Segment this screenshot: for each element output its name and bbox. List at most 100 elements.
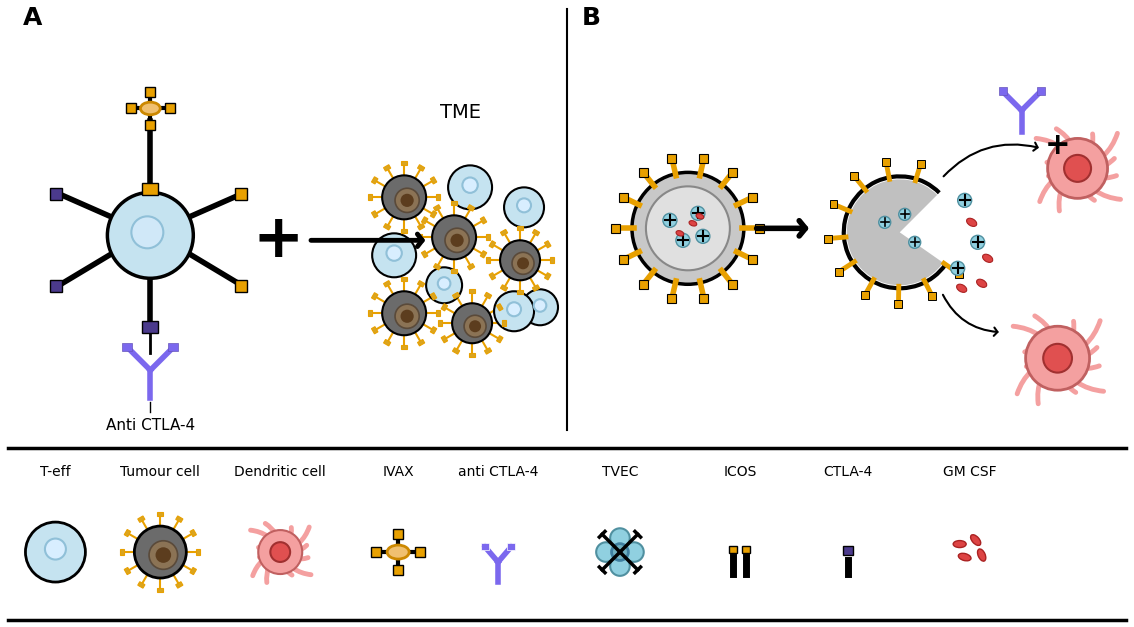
Circle shape — [108, 192, 193, 278]
Circle shape — [400, 194, 414, 207]
Text: Dendritic cell: Dendritic cell — [235, 465, 327, 479]
Circle shape — [463, 177, 477, 193]
Circle shape — [596, 542, 616, 562]
Text: TVEC: TVEC — [602, 465, 638, 479]
Polygon shape — [433, 263, 441, 270]
Circle shape — [452, 303, 492, 343]
Bar — [415, 547, 425, 557]
Polygon shape — [369, 194, 372, 201]
Bar — [638, 280, 648, 289]
Polygon shape — [484, 348, 492, 354]
Bar — [143, 183, 159, 196]
Polygon shape — [401, 161, 407, 166]
Ellipse shape — [387, 545, 409, 559]
Circle shape — [534, 299, 547, 312]
Circle shape — [500, 240, 540, 280]
Text: Tumour cell: Tumour cell — [120, 465, 201, 479]
Polygon shape — [484, 292, 492, 299]
Circle shape — [1064, 155, 1091, 182]
Polygon shape — [137, 582, 145, 588]
Text: TME: TME — [440, 103, 481, 122]
Circle shape — [908, 236, 921, 248]
Ellipse shape — [971, 535, 981, 545]
Circle shape — [448, 166, 492, 209]
Polygon shape — [437, 194, 440, 201]
Ellipse shape — [954, 540, 966, 547]
Polygon shape — [533, 285, 540, 291]
Ellipse shape — [976, 279, 987, 287]
Bar — [235, 280, 247, 292]
Polygon shape — [125, 567, 130, 574]
Ellipse shape — [958, 553, 971, 561]
Circle shape — [950, 261, 965, 275]
Bar — [999, 87, 1007, 95]
Ellipse shape — [957, 284, 967, 292]
Polygon shape — [369, 310, 372, 316]
Polygon shape — [452, 292, 459, 299]
Ellipse shape — [982, 254, 992, 262]
Circle shape — [450, 234, 464, 247]
Bar — [748, 192, 758, 202]
Polygon shape — [383, 165, 391, 171]
Circle shape — [134, 526, 186, 578]
Ellipse shape — [696, 214, 704, 219]
Bar — [145, 87, 155, 97]
Circle shape — [632, 172, 744, 284]
Text: ICOS: ICOS — [723, 465, 756, 479]
Polygon shape — [383, 281, 391, 287]
Bar — [618, 255, 627, 264]
Circle shape — [958, 193, 972, 208]
Polygon shape — [500, 229, 508, 236]
Bar — [481, 543, 489, 550]
Circle shape — [45, 539, 66, 559]
Polygon shape — [196, 549, 201, 555]
Bar — [700, 154, 709, 162]
Circle shape — [507, 302, 521, 316]
Circle shape — [25, 522, 85, 582]
Polygon shape — [433, 204, 441, 211]
Polygon shape — [452, 348, 459, 354]
Circle shape — [155, 547, 171, 563]
Circle shape — [432, 215, 476, 260]
Polygon shape — [191, 567, 196, 574]
Polygon shape — [417, 281, 425, 287]
Circle shape — [426, 267, 462, 303]
Polygon shape — [489, 241, 496, 248]
Ellipse shape — [689, 221, 696, 226]
Circle shape — [517, 257, 530, 270]
Circle shape — [1048, 139, 1108, 198]
Bar — [507, 543, 515, 550]
Polygon shape — [544, 273, 551, 280]
Bar — [743, 545, 751, 552]
Circle shape — [610, 529, 629, 548]
Bar — [145, 120, 155, 130]
Ellipse shape — [141, 102, 160, 115]
Circle shape — [971, 235, 984, 250]
Polygon shape — [372, 327, 378, 334]
Polygon shape — [533, 229, 540, 236]
Circle shape — [646, 186, 730, 270]
Text: +: + — [1044, 131, 1070, 160]
Polygon shape — [430, 211, 437, 218]
Polygon shape — [158, 588, 163, 592]
Text: anti CTLA-4: anti CTLA-4 — [458, 465, 539, 479]
Polygon shape — [544, 241, 551, 248]
Bar — [371, 547, 381, 557]
Polygon shape — [451, 270, 457, 273]
Polygon shape — [401, 229, 407, 233]
Ellipse shape — [966, 218, 976, 226]
Polygon shape — [441, 303, 448, 311]
Polygon shape — [502, 320, 506, 326]
Polygon shape — [417, 224, 425, 230]
Ellipse shape — [676, 231, 684, 236]
Text: Anti CTLA-4: Anti CTLA-4 — [105, 418, 195, 433]
Bar — [168, 343, 178, 351]
Circle shape — [259, 530, 303, 574]
Circle shape — [610, 556, 629, 576]
Polygon shape — [441, 335, 448, 343]
Circle shape — [691, 206, 705, 220]
Polygon shape — [120, 549, 125, 555]
Bar — [895, 300, 903, 308]
Circle shape — [270, 542, 290, 562]
Bar — [638, 167, 648, 177]
